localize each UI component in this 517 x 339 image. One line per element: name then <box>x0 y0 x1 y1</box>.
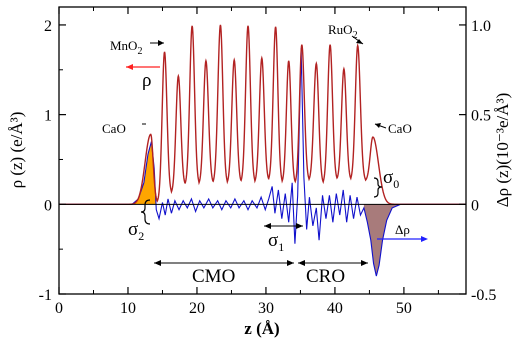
y-left-tick-label: 2 <box>44 18 52 35</box>
y-left-tick-label: 0 <box>44 197 52 214</box>
cro-arrow-right <box>361 260 368 266</box>
cro-arrow-left <box>298 260 305 266</box>
annotations: MnO2 RuO2 CaO CaO ρ Δρ CMO CRO σ1 σ2 σ0 <box>102 22 428 287</box>
plot-frame <box>58 6 467 295</box>
sigma0-label: σ0 <box>383 167 399 191</box>
delta-rho-series-line <box>59 48 466 277</box>
cmo-label: CMO <box>192 266 235 287</box>
cao-left-label: CaO <box>102 121 126 136</box>
x-tick-label: 30 <box>258 300 274 317</box>
sigma1-arrow-left <box>264 223 271 229</box>
ruo2-arrowhead <box>356 39 363 44</box>
curves-layer <box>59 24 466 277</box>
sigma0-brace <box>373 177 383 198</box>
y-right-tick-label: 0.5 <box>471 108 491 125</box>
mno2-label: MnO2 <box>110 38 142 57</box>
rho-label: ρ <box>142 70 151 91</box>
y-right-tick-label: 1.0 <box>471 18 491 35</box>
y-left-tick-label: 1 <box>44 108 52 125</box>
x-tick-label: 10 <box>120 300 136 317</box>
x-axis-label: z (Å) <box>244 319 279 338</box>
mno2-arrowhead <box>158 40 164 46</box>
ruo2-label: RuO2 <box>328 22 358 41</box>
delta-rho-arrowhead <box>421 236 428 242</box>
y-left-tick-label: -1 <box>39 287 52 304</box>
y-axis-label-right: Δρ (z)(10⁻³e/Å³) <box>493 93 512 208</box>
cao-right-arrowhead <box>375 123 381 128</box>
y-right-tick-label: 0 <box>471 197 479 214</box>
delta-rho-label: Δρ <box>395 222 410 237</box>
cro-label: CRO <box>306 266 345 287</box>
x-tick-label: 0 <box>55 300 63 317</box>
cao-right-label: CaO <box>388 121 412 136</box>
y-axis-label-left: ρ (z) (e/Å³) <box>7 112 26 189</box>
rho-arrowhead <box>126 64 133 70</box>
sigma1-arrow-right <box>296 223 303 229</box>
cmo-arrow-right <box>287 260 294 266</box>
x-tick-label: 50 <box>396 300 412 317</box>
y-right-tick-label: -0.5 <box>471 287 496 304</box>
cmo-arrow-left <box>154 260 161 266</box>
sigma2-brace <box>140 199 151 225</box>
x-tick-label: 40 <box>327 300 343 317</box>
sigma1-label: σ1 <box>268 230 284 254</box>
sigma2-label: σ2 <box>128 219 144 243</box>
left-interface-fill <box>132 141 157 210</box>
x-tick-label: 20 <box>189 300 205 317</box>
